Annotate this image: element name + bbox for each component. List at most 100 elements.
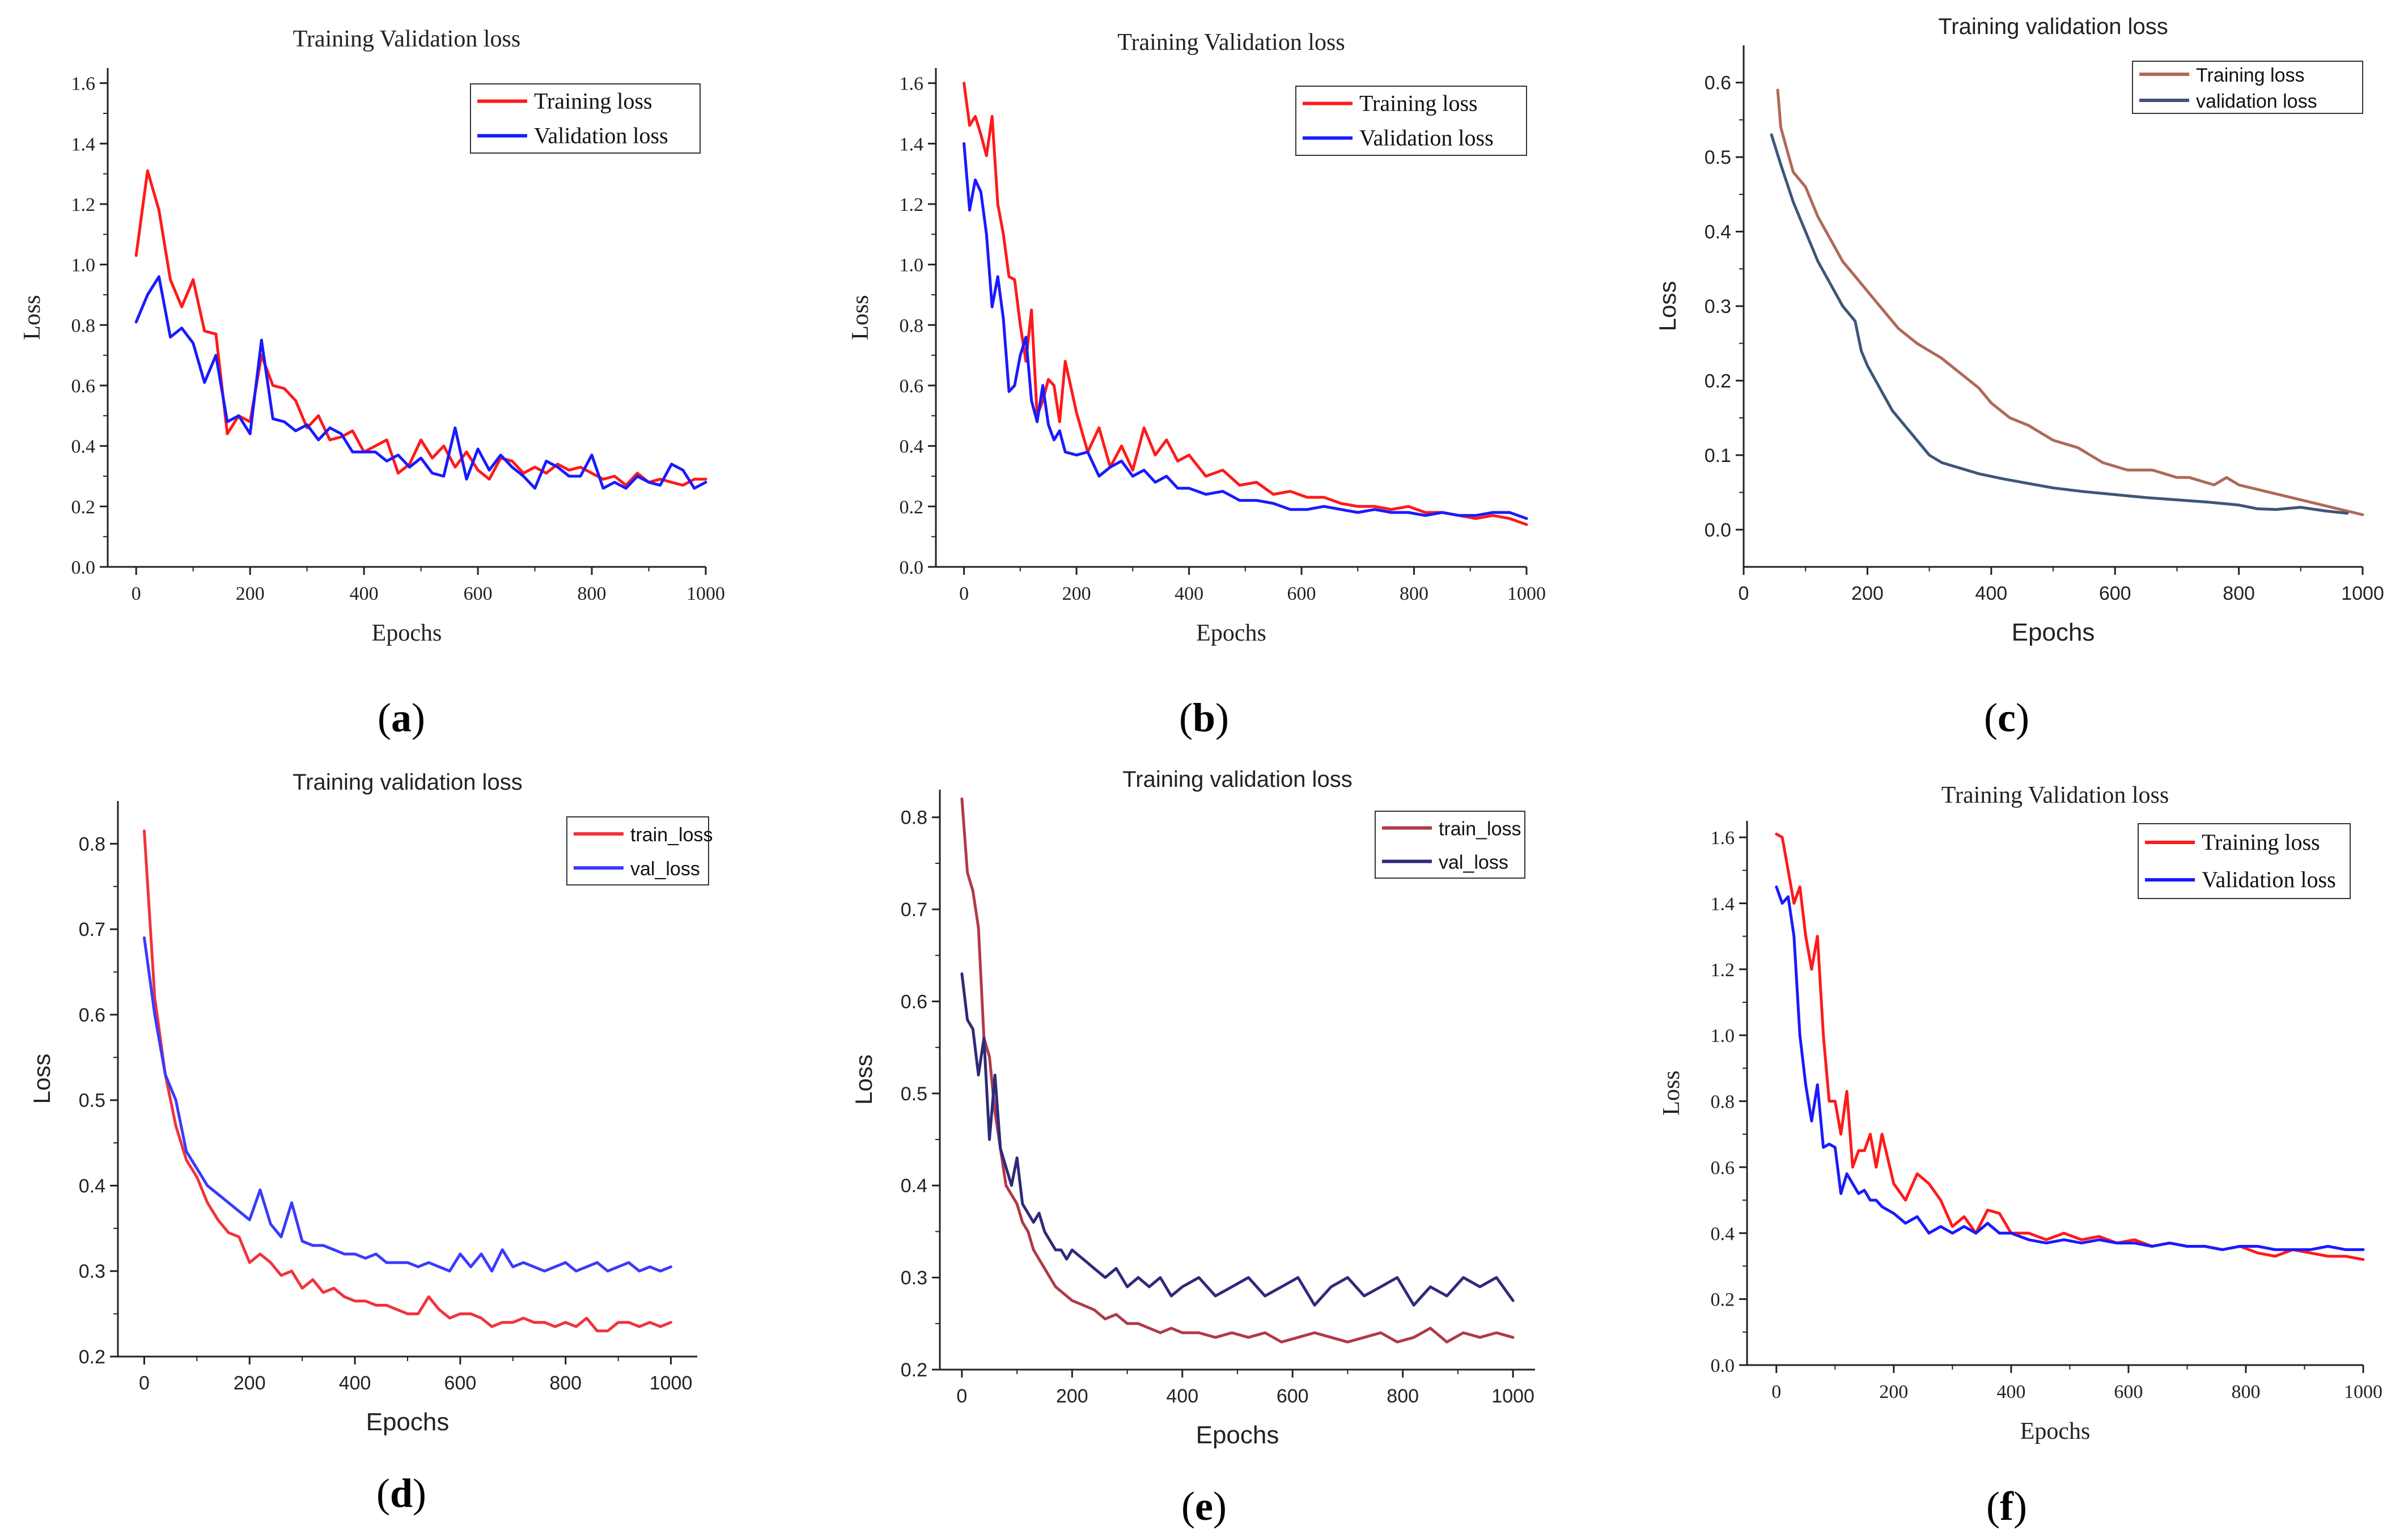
chart-c-y-tick-label: 0.5 bbox=[1705, 147, 1731, 168]
chart-b-panel: Training Validation loss 0.0 0.2 0.4 0.6 0.8 1… bbox=[803, 0, 1605, 767]
chart-c-x-tick-label: 1000 bbox=[2341, 583, 2384, 604]
chart-e-caption-letter: e bbox=[1195, 1484, 1213, 1529]
chart-e-caption: (e) bbox=[1181, 1484, 1227, 1529]
chart-b-y-tick-label: 0.0 bbox=[900, 557, 924, 578]
chart-e-svg: Training validation loss 0.2 0.3 0.4 0.5 0.6 0… bbox=[850, 767, 1535, 1449]
chart-a-y-tick-label: 0.6 bbox=[71, 376, 96, 397]
chart-d-y-tick-label: 0.2 bbox=[79, 1346, 105, 1368]
chart-c-y-tick-label: 0.2 bbox=[1705, 370, 1731, 392]
chart-d-legend-label: val_loss bbox=[630, 858, 700, 880]
chart-d-panel: Training validation loss 0.2 0.3 0.4 0.5 0.6 0… bbox=[0, 767, 803, 1534]
chart-d-x-tick-label: 1000 bbox=[650, 1372, 693, 1394]
chart-a-series-training-loss bbox=[134, 169, 707, 487]
chart-d-y-tick-label: 0.3 bbox=[79, 1261, 105, 1282]
chart-b-caption: (b) bbox=[1178, 695, 1229, 740]
chart-e-x-tick-label: 1000 bbox=[1491, 1385, 1534, 1407]
chart-e-y-label: Loss bbox=[850, 1054, 877, 1105]
chart-e-x-label: Epochs bbox=[1196, 1421, 1279, 1449]
chart-a-y-tick-label: 1.6 bbox=[71, 74, 96, 95]
chart-a-legend-label: Training loss bbox=[534, 88, 652, 114]
chart-b-y-tick-label: 1.0 bbox=[900, 255, 924, 276]
chart-d-x-tick-label: 400 bbox=[339, 1372, 371, 1394]
chart-a-y-tick-label: 0.8 bbox=[71, 315, 96, 336]
chart-d-y-tick-label: 0.5 bbox=[79, 1090, 105, 1112]
chart-a-y-tick-label: 1.4 bbox=[71, 134, 96, 155]
chart-c-caption-letter: c bbox=[1998, 695, 2016, 740]
chart-b-x-tick-label: 1000 bbox=[1507, 583, 1546, 604]
chart-c-legend: Training loss validation loss bbox=[2132, 61, 2363, 114]
chart-f-y-tick-label: 0.6 bbox=[1711, 1158, 1735, 1179]
chart-c-x-tick-label: 600 bbox=[2099, 583, 2131, 604]
chart-e-x-tick-label: 800 bbox=[1387, 1385, 1419, 1407]
chart-b-y-tick-label: 0.4 bbox=[900, 437, 924, 457]
chart-b-y-tick-label: 1.6 bbox=[900, 74, 924, 95]
chart-d-legend: train_loss val_loss bbox=[566, 816, 713, 885]
chart-c-y-label: Loss bbox=[1654, 281, 1681, 332]
chart-e-y-tick-label: 0.3 bbox=[901, 1268, 927, 1289]
chart-d-x-tick-label: 200 bbox=[234, 1372, 266, 1394]
chart-f-y-tick-label: 1.4 bbox=[1711, 893, 1735, 914]
chart-b-legend-label: Validation loss bbox=[1359, 125, 1494, 151]
chart-f-panel: Training Validation loss 0.0 0.2 0.4 0.6 0.8 1… bbox=[1605, 767, 2408, 1534]
chart-a-series-validation-loss bbox=[134, 275, 707, 490]
chart-b-x-tick-label: 400 bbox=[1175, 583, 1203, 604]
chart-e-series-val-loss bbox=[960, 972, 1515, 1307]
chart-e-legend-label: train_loss bbox=[1439, 819, 1521, 840]
chart-f-x-tick-label: 600 bbox=[2114, 1382, 2143, 1402]
chart-f-x-label: Epochs bbox=[2020, 1418, 2091, 1444]
chart-e-x-tick-label: 400 bbox=[1166, 1385, 1198, 1407]
chart-c-x-tick-label: 0 bbox=[1739, 583, 1749, 604]
chart-b-y-label: Loss bbox=[847, 295, 874, 340]
chart-b-y-tick-label: 0.8 bbox=[900, 315, 924, 336]
chart-c-svg: Training validation loss 0.0 0.1 0.2 0.3 0.4 0… bbox=[1654, 14, 2384, 646]
chart-e-x-tick-label: 0 bbox=[956, 1385, 967, 1407]
chart-e-x-tick-label: 600 bbox=[1277, 1385, 1309, 1407]
chart-a-legend-label: Validation loss bbox=[534, 123, 668, 149]
chart-f-legend-label: Validation loss bbox=[2202, 867, 2336, 892]
chart-c-panel: Training validation loss 0.0 0.1 0.2 0.3 0.4 0… bbox=[1605, 0, 2408, 767]
chart-d-legend-box bbox=[566, 816, 709, 885]
chart-c-caption: (c) bbox=[1984, 695, 2029, 740]
chart-c-series-training-loss bbox=[1776, 88, 2364, 516]
chart-b-x-tick-label: 800 bbox=[1400, 583, 1428, 604]
chart-a-caption-letter: a bbox=[391, 695, 412, 740]
chart-f-x-tick-label: 0 bbox=[1771, 1382, 1781, 1402]
chart-c-legend-label: validation loss bbox=[2196, 91, 2317, 112]
chart-d-x-tick-label: 600 bbox=[444, 1372, 477, 1394]
chart-a-title: Training Validation loss bbox=[293, 26, 520, 52]
chart-e-y-tick-label: 0.7 bbox=[901, 899, 927, 921]
chart-b-x-tick-label: 200 bbox=[1062, 583, 1091, 604]
chart-f-legend: Training loss Validation loss bbox=[2138, 823, 2351, 899]
chart-b-legend: Training loss Validation loss bbox=[1295, 86, 1527, 156]
chart-d-y-tick-label: 0.7 bbox=[79, 919, 105, 940]
chart-f-y-tick-label: 1.0 bbox=[1711, 1026, 1735, 1046]
chart-c-legend-box bbox=[2132, 61, 2363, 114]
chart-c-y-tick-label: 0.6 bbox=[1705, 73, 1731, 94]
chart-d-caption: (d) bbox=[376, 1471, 426, 1516]
chart-a-x-tick-label: 600 bbox=[464, 583, 493, 604]
chart-b-title: Training Validation loss bbox=[1117, 29, 1345, 56]
chart-b-x-tick-label: 0 bbox=[959, 583, 969, 604]
chart-c-y-tick-label: 0.0 bbox=[1705, 519, 1731, 541]
chart-b-legend-label: Training loss bbox=[1359, 91, 1478, 116]
chart-e-series-train-loss bbox=[960, 797, 1515, 1344]
chart-c-y-tick-label: 0.1 bbox=[1705, 445, 1731, 467]
chart-f-legend-label: Training loss bbox=[2202, 829, 2320, 855]
chart-a-y-label: Loss bbox=[19, 295, 45, 340]
chart-a-legend-box bbox=[470, 83, 701, 154]
chart-f-caption-letter: f bbox=[2000, 1484, 2013, 1529]
chart-b-y-tick-label: 1.4 bbox=[900, 134, 924, 155]
chart-b-x-tick-label: 600 bbox=[1287, 583, 1316, 604]
chart-f-series-validation-loss bbox=[1775, 885, 2365, 1251]
chart-f-svg: Training Validation loss 0.0 0.2 0.4 0.6 0.8 1… bbox=[1659, 782, 2382, 1444]
chart-b-svg: Training Validation loss 0.0 0.2 0.4 0.6 0.8 1… bbox=[847, 29, 1546, 646]
chart-b-y-tick-label: 0.6 bbox=[900, 376, 924, 397]
chart-f-y-tick-label: 0.4 bbox=[1711, 1223, 1735, 1244]
chart-a-x-tick-label: 200 bbox=[236, 583, 265, 604]
chart-b-legend-box bbox=[1295, 86, 1527, 156]
chart-b-caption-letter: b bbox=[1192, 695, 1216, 740]
chart-e-legend: train_loss val_loss bbox=[1375, 811, 1525, 879]
chart-a-x-tick-label: 0 bbox=[132, 583, 141, 604]
chart-d-y-tick-label: 0.6 bbox=[79, 1005, 105, 1026]
chart-e-y-tick-label: 0.5 bbox=[901, 1083, 927, 1105]
